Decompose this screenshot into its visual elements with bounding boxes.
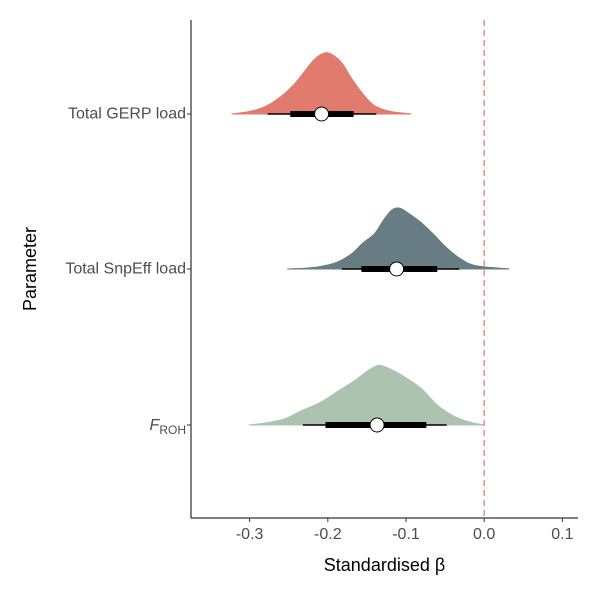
median-point-2 <box>369 417 385 433</box>
x-tick-label-2: -0.1 <box>392 526 420 543</box>
density-outline-0 <box>231 52 412 115</box>
category-label-subscript-2: ROH <box>159 423 186 437</box>
median-point-0 <box>314 106 330 122</box>
x-tick-label-0: -0.3 <box>236 526 264 543</box>
density-outline-1 <box>287 207 510 270</box>
x-tick-label-4: 0.1 <box>551 526 573 543</box>
density-2 <box>248 364 485 426</box>
y-category-labels: Total GERP load Total SnpEff load FROH <box>65 106 191 438</box>
interval-layer <box>267 106 460 433</box>
category-label-1: Total SnpEff load <box>65 261 186 278</box>
category-label-2: FROH <box>150 417 186 438</box>
density-outline-2 <box>248 364 485 426</box>
x-tick-label-3: 0.0 <box>473 526 495 543</box>
category-label-0: Total GERP load <box>68 106 186 123</box>
density-0 <box>231 52 412 115</box>
density-1 <box>287 207 510 270</box>
x-ticks: -0.3 -0.2 -0.1 0.0 0.1 <box>236 518 574 543</box>
x-axis-title: Standardised β <box>324 555 445 575</box>
category-label-main-2: F <box>150 417 161 434</box>
density-layer <box>231 52 510 426</box>
x-tick-label-1: -0.2 <box>314 526 342 543</box>
y-axis-title: Parameter <box>20 227 40 311</box>
median-point-1 <box>389 261 405 277</box>
